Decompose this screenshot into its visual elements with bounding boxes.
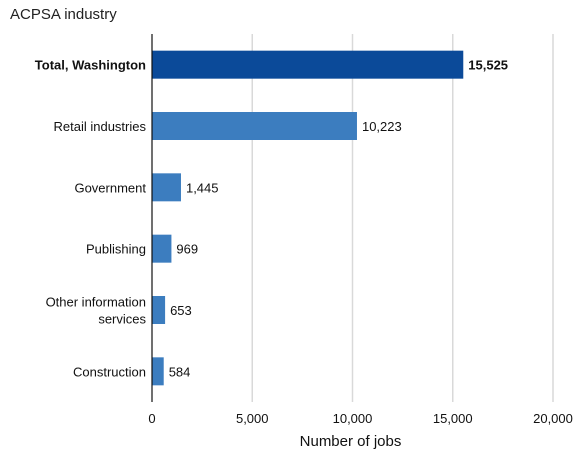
x-axis-title: Number of jobs [300,433,402,450]
category-label: Publishing [86,242,146,257]
category-label: Other information services [46,295,147,327]
x-tick-label: 10,000 [333,411,373,426]
bars [152,50,464,386]
bar [152,357,164,386]
x-tick-label: 15,000 [433,411,473,426]
x-tick-labels: 0 5,000 10,000 15,000 20,000 [148,411,573,426]
category-labels: Total, Washington Retail industries Govern… [35,58,147,380]
bar [152,296,166,324]
x-tick-label: 5,000 [236,411,269,426]
value-labels: 15,525 10,223 1,445 969 653 584 [169,58,508,380]
value-label: 1,445 [186,180,219,195]
x-tick-label: 0 [148,411,155,426]
bar [152,112,357,140]
bar [152,50,464,79]
category-label: Total, Washington [35,58,146,73]
category-label: Construction [73,364,146,379]
value-label: 653 [170,303,192,318]
category-label: Government [74,180,146,195]
bar [152,173,181,202]
gridlines [251,34,554,402]
bar [152,234,172,263]
value-label: 15,525 [468,58,508,73]
chart-title: ACPSA industry [10,6,117,23]
value-label: 969 [176,242,198,257]
value-label: 584 [169,364,191,379]
category-label: Retail industries [54,119,147,134]
value-label: 10,223 [362,119,402,134]
x-tick-label: 20,000 [533,411,573,426]
